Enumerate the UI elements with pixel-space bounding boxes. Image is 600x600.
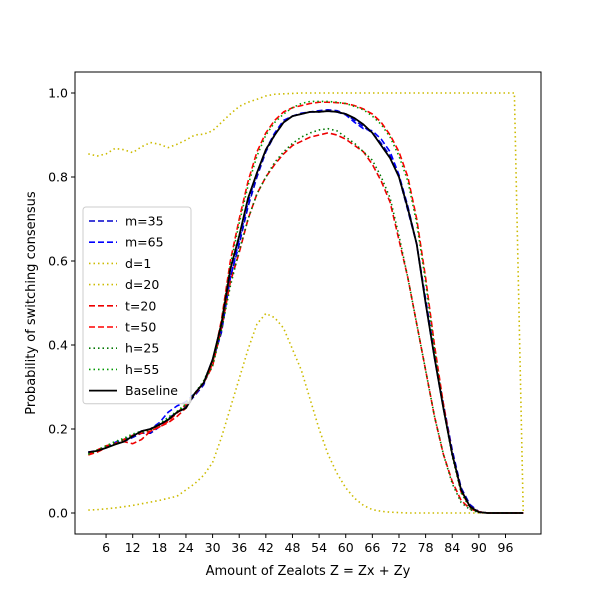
y-axis-label: Probability of switching consensus [24,191,39,415]
x-axis-label: Amount of Zealots Z = Zx + Zy [206,564,411,579]
y-tick-label: 0.0 [48,506,68,521]
x-tick-label: 30 [205,540,221,555]
x-tick-label: 18 [151,540,167,555]
x-tick-label: 72 [391,540,407,555]
y-tick-label: 0.6 [48,254,68,269]
x-tick-label: 6 [102,540,110,555]
y-tick-label: 1.0 [48,86,68,101]
legend-label-0: m=35 [125,214,164,229]
x-tick-label: 24 [178,540,194,555]
y-tick-label: 0.4 [48,338,68,353]
legend-label-2: d=1 [125,256,151,271]
legend-label-8: Baseline [125,383,178,398]
x-tick-label: 12 [125,540,141,555]
legend-label-5: t=50 [125,320,156,335]
x-tick-label: 84 [444,540,460,555]
legend-label-6: h=25 [125,341,159,356]
x-tick-label: 96 [498,540,514,555]
x-tick-label: 42 [258,540,274,555]
legend-label-1: m=65 [125,235,164,250]
x-tick-label: 60 [338,540,354,555]
x-tick-label: 78 [418,540,434,555]
x-tick-label: 66 [364,540,380,555]
legend-label-7: h=55 [125,362,159,377]
x-tick-label: 54 [311,540,327,555]
x-tick-label: 48 [285,540,301,555]
x-tick-label: 90 [471,540,487,555]
legend-label-3: d=20 [125,277,159,292]
legend: m=35 m=65 d=1 d=20 t=20 t=50 h=25 h=55 Baseline [83,207,191,404]
x-tick-label: 36 [231,540,247,555]
y-tick-label: 0.2 [48,422,68,437]
legend-label-4: t=20 [125,298,156,313]
y-tick-label: 0.8 [48,170,68,185]
